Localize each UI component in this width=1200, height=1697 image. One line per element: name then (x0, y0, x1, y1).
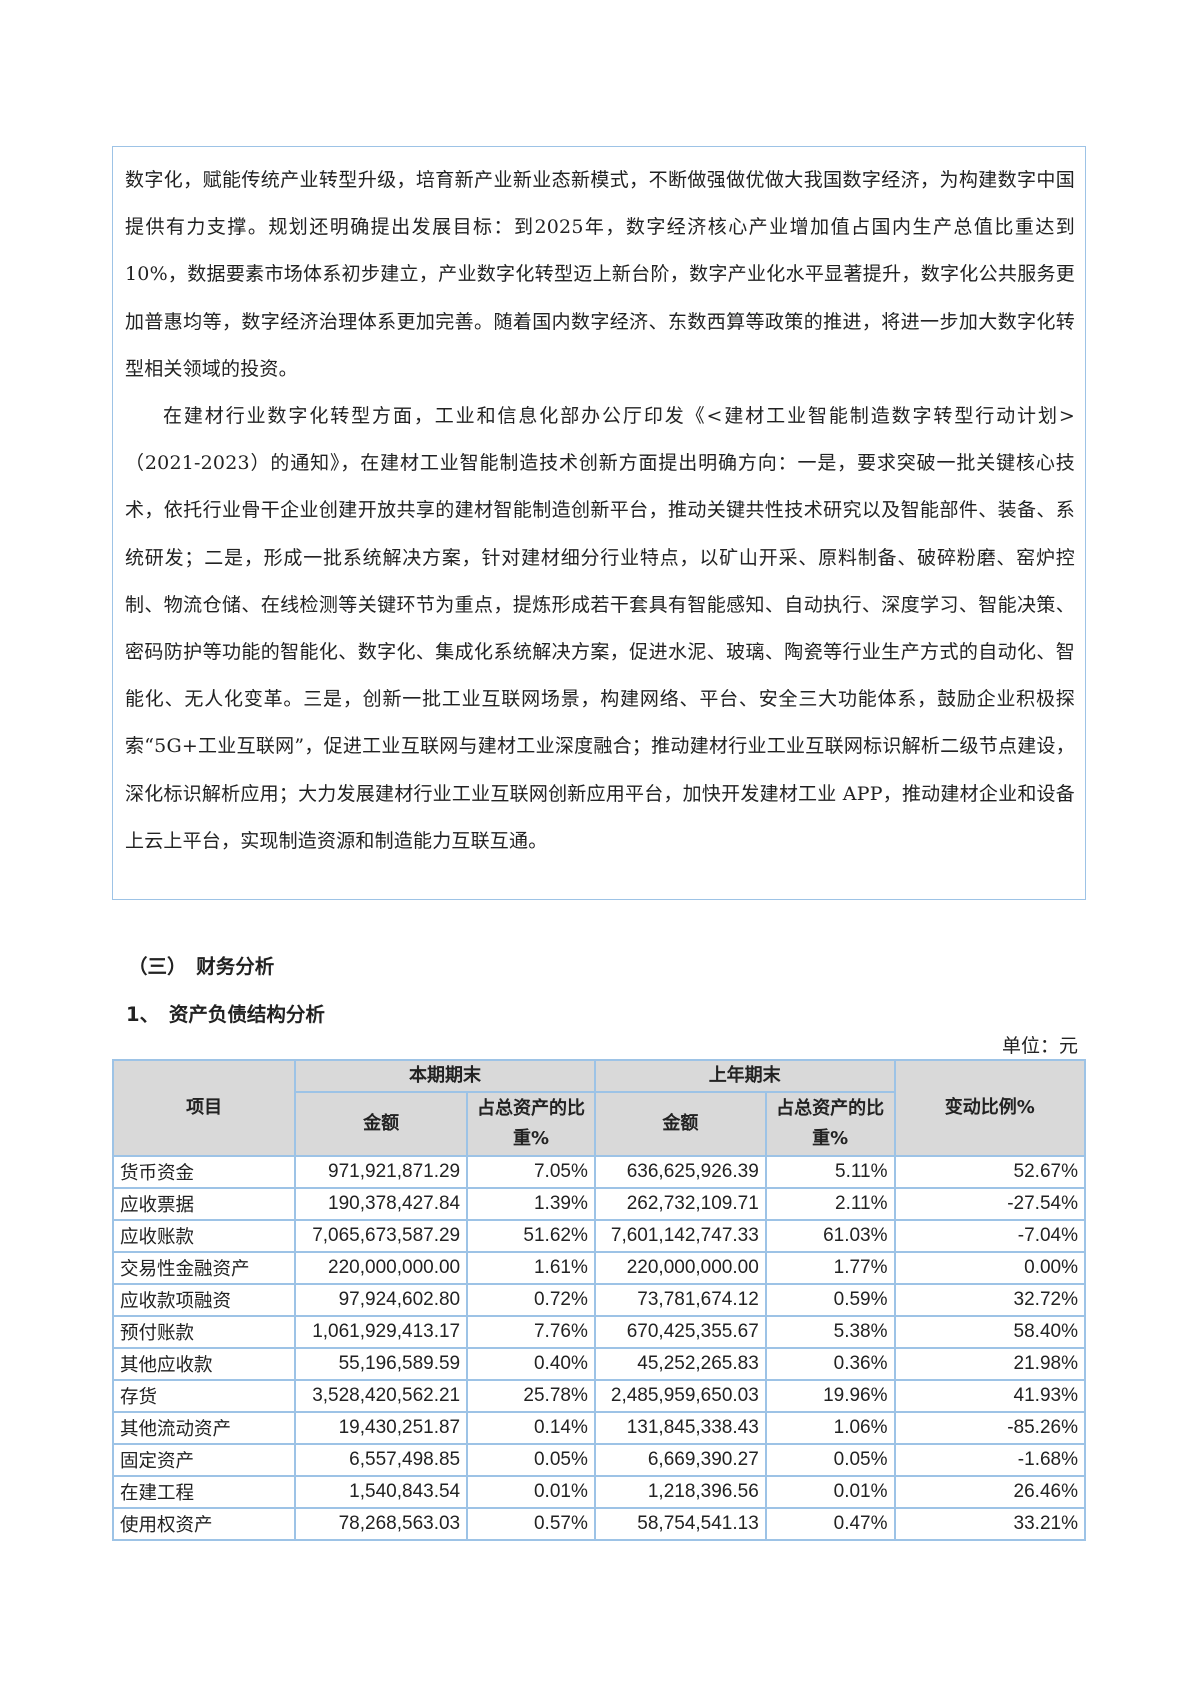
current-amount: 220,000,000.00 (294, 1251, 469, 1285)
prior-amount: 262,732,109.71 (593, 1187, 767, 1221)
change-ratio: 0.00% (893, 1251, 1087, 1285)
change-ratio: -7.04% (893, 1219, 1087, 1253)
current-ratio: 1.61% (466, 1251, 596, 1285)
prior-amount: 58,754,541.13 (593, 1507, 767, 1541)
paragraph: 数字化，赋能传统产业转型升级，培育新产业新业态新模式，不断做强做优做大我国数字经… (125, 169, 1075, 380)
prior-amount: 73,781,674.12 (593, 1283, 767, 1317)
item-name: 使用权资产 (111, 1507, 297, 1541)
table-row: 交易性金融资产 220,000,000.00 1.61% 220,000,000.00… (111, 1251, 1087, 1285)
current-amount: 55,196,589.59 (294, 1347, 469, 1381)
table-row: 预付账款 1,061,929,413.17 7.76% 670,425,355.67 5… (111, 1315, 1087, 1349)
current-amount: 971,921,871.29 (294, 1155, 469, 1189)
prior-amount: 636,625,926.39 (593, 1155, 767, 1189)
current-amount: 6,557,498.85 (294, 1443, 469, 1477)
prior-amount: 220,000,000.00 (593, 1251, 767, 1285)
unit-label: 单位：元 (1001, 1035, 1078, 1057)
prior-ratio: 1.77% (764, 1251, 896, 1285)
current-amount: 1,061,929,413.17 (294, 1315, 469, 1349)
prior-amount: 6,669,390.27 (593, 1443, 767, 1477)
table-row: 使用权资产 78,268,563.03 0.57% 58,754,541.13 0.47… (111, 1507, 1087, 1541)
item-name: 其他应收款 (111, 1347, 297, 1381)
prior-amount: 1,218,396.56 (593, 1475, 767, 1509)
prior-ratio: 19.96% (764, 1379, 896, 1413)
prior-ratio: 0.59% (764, 1283, 896, 1317)
item-name: 货币资金 (111, 1155, 297, 1189)
section-heading: （三） 财务分析 (128, 955, 275, 978)
header-ratio-prior: 占总资产的比重% (764, 1091, 896, 1157)
table-row: 货币资金 971,921,871.29 7.05% 636,625,926.39 5.1… (111, 1155, 1087, 1189)
item-name: 预付账款 (111, 1315, 297, 1349)
current-ratio: 7.05% (466, 1155, 596, 1189)
table-row: 其他流动资产 19,430,251.87 0.14% 131,845,338.43 1.… (111, 1411, 1087, 1445)
prior-amount: 670,425,355.67 (593, 1315, 767, 1349)
prior-amount: 2,485,959,650.03 (593, 1379, 767, 1413)
header-change: 变动比例% (893, 1059, 1087, 1157)
prior-ratio: 0.36% (764, 1347, 896, 1381)
item-name: 在建工程 (111, 1475, 297, 1509)
header-ratio-current: 占总资产的比重% (466, 1091, 596, 1157)
prior-ratio: 61.03% (764, 1219, 896, 1253)
table-row: 其他应收款 55,196,589.59 0.40% 45,252,265.83 0.36… (111, 1347, 1087, 1381)
current-amount: 3,528,420,562.21 (294, 1379, 469, 1413)
current-ratio: 25.78% (466, 1379, 596, 1413)
change-ratio: 41.93% (893, 1379, 1087, 1413)
current-amount: 7,065,673,587.29 (294, 1219, 469, 1253)
table-row: 存货 3,528,420,562.21 25.78% 2,485,959,650.03… (111, 1379, 1087, 1413)
current-ratio: 0.01% (466, 1475, 596, 1509)
prior-ratio: 5.38% (764, 1315, 896, 1349)
prior-ratio: 1.06% (764, 1411, 896, 1445)
prior-amount: 131,845,338.43 (593, 1411, 767, 1445)
table-row: 应收账款 7,065,673,587.29 51.62% 7,601,142,747.… (111, 1219, 1087, 1253)
current-ratio: 7.76% (466, 1315, 596, 1349)
current-amount: 97,924,602.80 (294, 1283, 469, 1317)
current-ratio: 0.05% (466, 1443, 596, 1477)
header-prior: 上年期末 (593, 1059, 896, 1093)
item-name: 交易性金融资产 (111, 1251, 297, 1285)
table-row: 应收款项融资 97,924,602.80 0.72% 73,781,674.12 0.5… (111, 1283, 1087, 1317)
change-ratio: 21.98% (893, 1347, 1087, 1381)
balance-sheet-table: 项目 本期期末 上年期末 变动比例% 金额 占总资产的比重% 金额 占总资产的比… (111, 1059, 1087, 1541)
item-name: 应收款项融资 (111, 1283, 297, 1317)
change-ratio: 33.21% (893, 1507, 1087, 1541)
prior-ratio: 0.01% (764, 1475, 896, 1509)
header-current: 本期期末 (294, 1059, 596, 1093)
current-ratio: 0.14% (466, 1411, 596, 1445)
prior-ratio: 2.11% (764, 1187, 896, 1221)
header-item: 项目 (111, 1059, 297, 1157)
prior-ratio: 5.11% (764, 1155, 896, 1189)
item-name: 应收票据 (111, 1187, 297, 1221)
current-amount: 78,268,563.03 (294, 1507, 469, 1541)
table-row: 应收票据 190,378,427.84 1.39% 262,732,109.71 2.1… (111, 1187, 1087, 1221)
table-row: 固定资产 6,557,498.85 0.05% 6,669,390.27 0.05% -1… (111, 1443, 1087, 1477)
prior-ratio: 0.05% (764, 1443, 896, 1477)
item-name: 应收账款 (111, 1219, 297, 1253)
change-ratio: 26.46% (893, 1475, 1087, 1509)
current-ratio: 0.40% (466, 1347, 596, 1381)
current-amount: 19,430,251.87 (294, 1411, 469, 1445)
header-amount-prior: 金额 (593, 1091, 767, 1157)
current-amount: 1,540,843.54 (294, 1475, 469, 1509)
paragraph: 在建材行业数字化转型方面，工业和信息化部办公厅印发《<建材工业智能制造数字转型行… (125, 405, 1075, 852)
item-name: 存货 (111, 1379, 297, 1413)
item-name: 其他流动资产 (111, 1411, 297, 1445)
current-ratio: 1.39% (466, 1187, 596, 1221)
change-ratio: 52.67% (893, 1155, 1087, 1189)
change-ratio: 32.72% (893, 1283, 1087, 1317)
change-ratio: -27.54% (893, 1187, 1087, 1221)
header-amount-current: 金额 (294, 1091, 469, 1157)
item-name: 固定资产 (111, 1443, 297, 1477)
current-ratio: 0.72% (466, 1283, 596, 1317)
text-box: 数字化，赋能传统产业转型升级，培育新产业新业态新模式，不断做强做优做大我国数字经… (112, 146, 1086, 900)
current-ratio: 0.57% (466, 1507, 596, 1541)
current-amount: 190,378,427.84 (294, 1187, 469, 1221)
prior-amount: 45,252,265.83 (593, 1347, 767, 1381)
current-ratio: 51.62% (466, 1219, 596, 1253)
change-ratio: 58.40% (893, 1315, 1087, 1349)
change-ratio: -85.26% (893, 1411, 1087, 1445)
sub-heading: 1、 资产负债结构分析 (126, 1003, 325, 1026)
table-row: 在建工程 1,540,843.54 0.01% 1,218,396.56 0.01% 26… (111, 1475, 1087, 1509)
prior-ratio: 0.47% (764, 1507, 896, 1541)
prior-amount: 7,601,142,747.33 (593, 1219, 767, 1253)
change-ratio: -1.68% (893, 1443, 1087, 1477)
